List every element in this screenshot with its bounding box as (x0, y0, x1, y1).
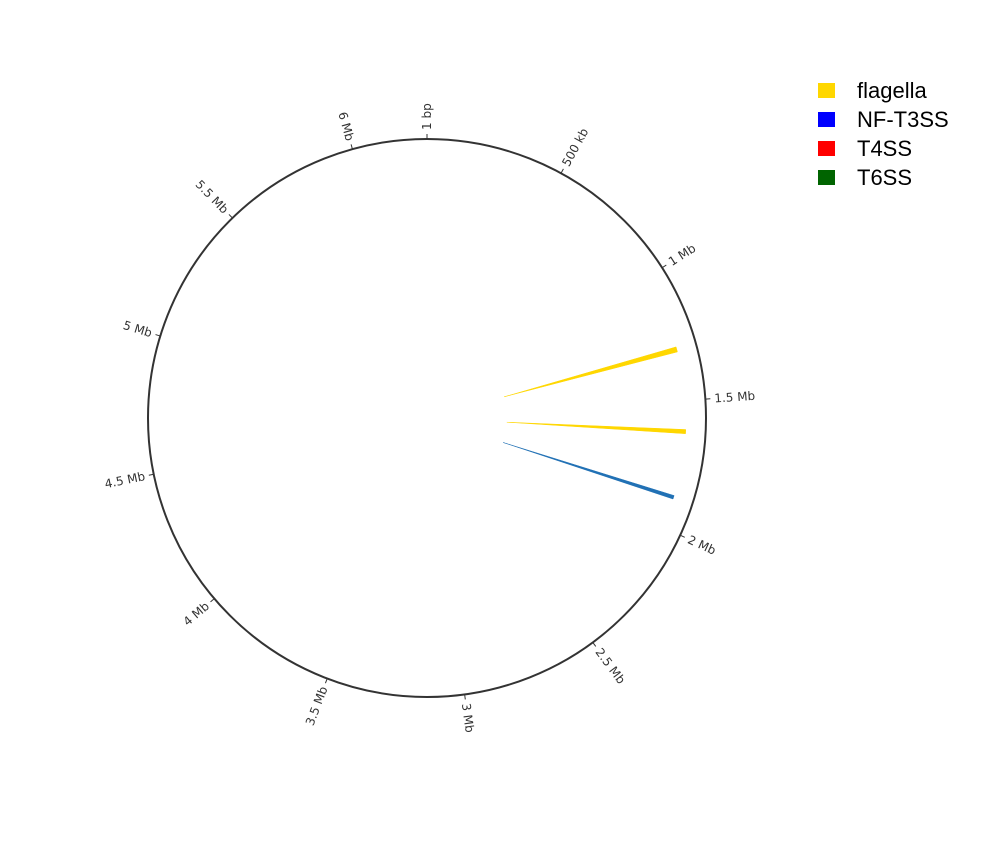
feature-wedge-nf-t3ss-2 (503, 442, 675, 500)
tick-mark-500-kb (560, 168, 564, 174)
tick-mark-3-5-mb (324, 678, 328, 684)
tick-mark-6-mb (350, 144, 353, 150)
legend-label-t4ss: T4SS (857, 136, 913, 161)
tick-mark-3-mb (464, 694, 466, 700)
legend: flagella NF-T3SS T4SS T6SS (818, 76, 949, 192)
tick-label-6-mb: 6 Mb (335, 110, 356, 142)
tick-label-3-mb: 3 Mb (459, 702, 477, 733)
tick-mark-2-5-mb (592, 642, 597, 647)
genome-circle (147, 138, 707, 698)
legend-item-nf-t3ss: NF-T3SS (818, 105, 949, 134)
tick-label-4-mb: 4 Mb (181, 599, 212, 629)
tick-label-1-5-mb: 1.5 Mb (714, 389, 756, 406)
tick-label-3-5-mb: 3.5 Mb (303, 684, 331, 727)
tick-label-5-mb: 5 Mb (122, 318, 154, 340)
feature-wedge-flagella-0 (504, 346, 678, 398)
legend-swatch-t6ss (818, 170, 835, 185)
genome-ticks: 1 bp 500 kb 1 Mb 1.5 Mb 2 Mb 2.5 Mb 3 Mb 3.5 Mb… (103, 103, 755, 733)
feature-wedges (503, 346, 687, 500)
legend-label-t6ss: T6SS (857, 165, 913, 190)
tick-label-4-5-mb: 4.5 Mb (103, 469, 146, 491)
legend-swatch-flagella (818, 83, 835, 98)
legend-item-t4ss: T4SS (818, 134, 949, 163)
legend-label-flagella: flagella (857, 78, 927, 103)
tick-mark-4-mb (210, 598, 215, 603)
tick-label-2-mb: 2 Mb (685, 533, 718, 558)
tick-label-1-bp: 1 bp (420, 103, 434, 130)
tick-label-500-kb: 500 kb (559, 126, 591, 169)
tick-mark-5-5-mb (228, 214, 233, 219)
tick-label-5-5-mb: 5.5 Mb (193, 177, 232, 216)
legend-swatch-nf-t3ss (818, 112, 835, 127)
tick-mark-5-mb (155, 334, 161, 337)
legend-item-flagella: flagella (818, 76, 949, 105)
tick-mark-1-mb (661, 264, 667, 269)
tick-mark-2-mb (679, 534, 685, 538)
tick-label-2-5-mb: 2.5 Mb (593, 645, 629, 686)
feature-wedge-flagella-1 (506, 421, 687, 434)
legend-swatch-t4ss (818, 141, 835, 156)
legend-item-t6ss: T6SS (818, 163, 949, 192)
tick-mark-4-5-mb (148, 473, 154, 476)
tick-label-1-mb: 1 Mb (666, 241, 698, 269)
legend-label-nf-t3ss: NF-T3SS (857, 107, 949, 132)
